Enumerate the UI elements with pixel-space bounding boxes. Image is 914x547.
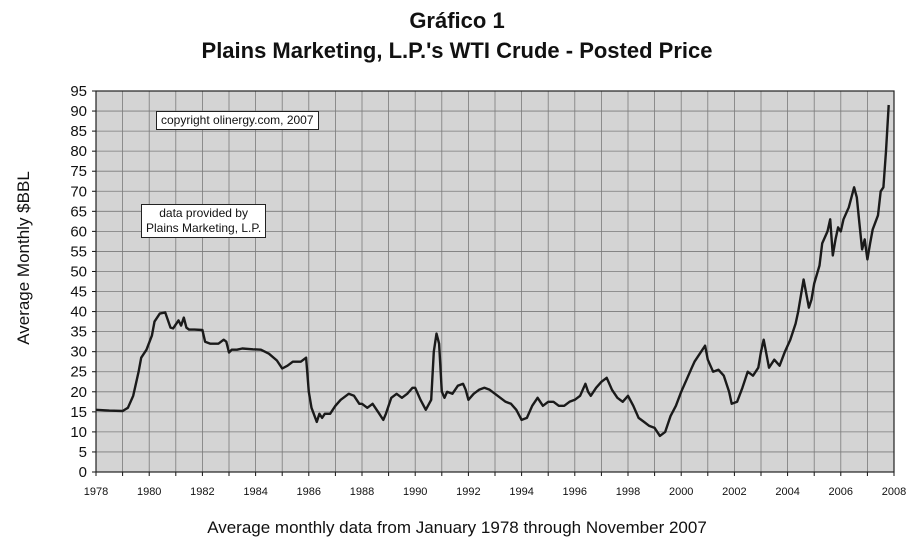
price-line [95, 104, 890, 438]
x-tick-label: 2008 [882, 486, 906, 498]
x-tick-label: 1982 [190, 486, 214, 498]
y-tick-label: 95 [70, 83, 87, 100]
y-tick-label: 55 [70, 243, 87, 260]
x-tick-label: 1978 [84, 486, 108, 498]
x-tick-label: 1990 [403, 486, 427, 498]
x-tick-label: 1984 [243, 486, 267, 498]
x-tick-label: 1994 [509, 486, 533, 498]
y-tick-label: 0 [79, 464, 87, 481]
y-tick-label: 65 [70, 203, 87, 220]
chart-subtitle: Plains Marketing, L.P.'s WTI Crude - Pos… [201, 38, 713, 63]
x-tick-label: 2002 [722, 486, 746, 498]
y-tick-label: 30 [70, 344, 87, 361]
x-tick-label: 1996 [563, 486, 587, 498]
x-axis-label: Average monthly data from January 1978 t… [207, 518, 707, 537]
y-tick-label: 50 [70, 263, 87, 280]
y-tick-label: 10 [70, 424, 87, 441]
y-tick-label: 25 [70, 364, 87, 381]
x-tick-label: 1988 [350, 486, 374, 498]
x-tick-label: 1998 [616, 486, 640, 498]
x-tick-label: 2000 [669, 486, 693, 498]
y-tick-label: 60 [70, 223, 87, 240]
y-tick-label: 15 [70, 404, 87, 421]
x-tick-label: 1980 [137, 486, 161, 498]
x-tick-label: 1986 [297, 486, 321, 498]
y-tick-label: 20 [70, 384, 87, 401]
y-tick-label: 70 [70, 183, 87, 200]
y-tick-label: 5 [79, 444, 87, 461]
x-tick-label: 2006 [829, 486, 853, 498]
copyright-note: copyright olinergy.com, 2007 [156, 111, 319, 130]
y-tick-label: 90 [70, 103, 87, 120]
y-tick-label: 35 [70, 324, 87, 341]
y-tick-label: 85 [70, 123, 87, 140]
plot-frame [95, 90, 895, 473]
chart-title: Gráfico 1 [409, 8, 505, 33]
y-tick-label: 40 [70, 304, 87, 321]
y-tick-label: 75 [70, 163, 87, 180]
x-tick-label: 1992 [456, 486, 480, 498]
y-tick-label: 80 [70, 143, 87, 160]
x-tick-label: 2004 [775, 486, 799, 498]
data-source-note: data provided by Plains Marketing, L.P. [141, 204, 267, 238]
y-tick-label: 45 [70, 284, 87, 301]
